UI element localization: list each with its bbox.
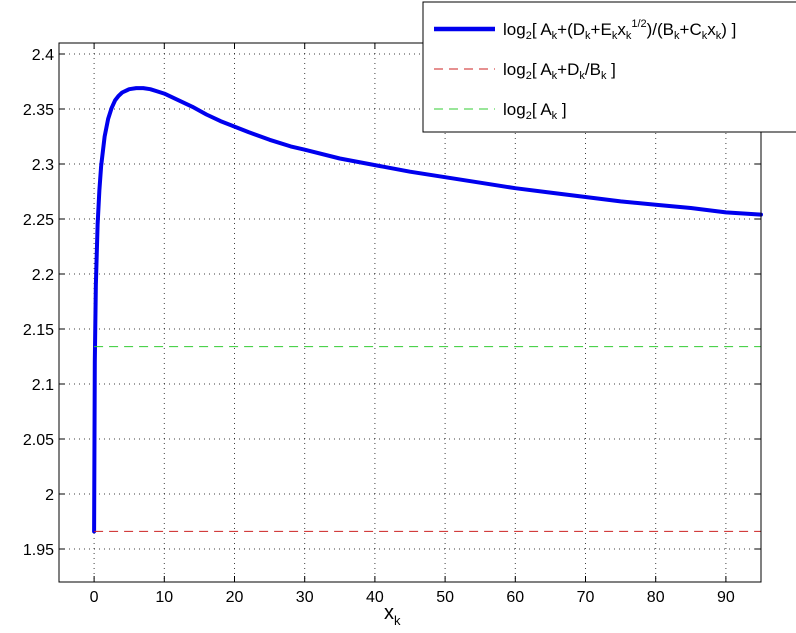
y-tick-label-1: 2 <box>45 487 54 504</box>
x-tick-label-4: 40 <box>366 589 384 606</box>
x-axis-label: xk <box>384 602 401 628</box>
x-tick-label-1: 10 <box>155 589 173 606</box>
legend-label-series-3: log2[ Ak ] <box>503 100 567 122</box>
axis-ticks: 0 10 20 30 40 50 60 70 80 90 1.95 2 2.05 2.1 2.15 2.2 2.… <box>23 43 761 606</box>
x-axis-label-main: x <box>384 602 394 624</box>
y-tick-label-0: 1.95 <box>23 542 54 559</box>
x-tick-label-9: 90 <box>717 589 735 606</box>
x-axis-label-sub: k <box>394 613 401 628</box>
plot-area-frame <box>58 42 762 583</box>
x-tick-label-6: 60 <box>506 589 524 606</box>
y-tick-label-9: 2.4 <box>32 47 54 64</box>
y-tick-label-4: 2.15 <box>23 322 54 339</box>
legend-label-series-1: log2[ Ak+(Dk+Ekxk1/2)/(Bk+Ckxk) ] <box>503 18 736 42</box>
x-tick-label-8: 80 <box>647 589 665 606</box>
series-line-log2-full <box>92 86 763 534</box>
legend-label-series-2: log2[ Ak+Dk/Bk ] <box>503 60 616 82</box>
legend: log2[ Ak+(Dk+Ekxk1/2)/(Bk+Ckxk) ] log2[ … <box>422 1 796 133</box>
y-tick-label-3: 2.1 <box>32 377 54 394</box>
y-tick-label-2: 2.05 <box>23 432 54 449</box>
y-tick-label-5: 2.2 <box>32 267 54 284</box>
y-tick-label-8: 2.35 <box>23 102 54 119</box>
x-tick-label-3: 30 <box>296 589 314 606</box>
x-tick-label-2: 20 <box>226 589 244 606</box>
x-tick-label-5: 50 <box>436 589 454 606</box>
legend-box <box>422 1 796 133</box>
series-layer <box>92 86 763 534</box>
grid-lines <box>59 43 761 582</box>
x-tick-label-0: 0 <box>90 589 99 606</box>
y-tick-label-6: 2.25 <box>23 212 54 229</box>
x-tick-label-7: 70 <box>577 589 595 606</box>
y-tick-label-7: 2.3 <box>32 157 54 174</box>
